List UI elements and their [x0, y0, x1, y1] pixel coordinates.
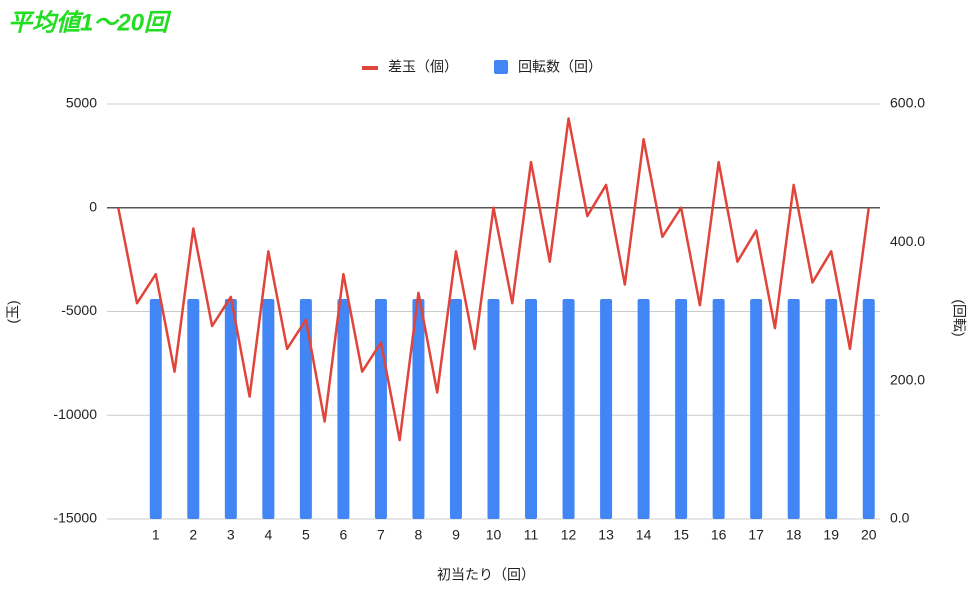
x-tick-label: 18 [786, 527, 802, 543]
x-tick-label: 10 [486, 527, 502, 543]
y2-tick-label: 400.0 [890, 233, 925, 249]
x-tick-label: 15 [673, 527, 689, 543]
x-tick-label: 9 [452, 527, 460, 543]
x-tick-label: 13 [598, 527, 614, 543]
y-axis-label: (玉) [5, 300, 21, 323]
y2-tick-label: 200.0 [890, 371, 925, 387]
bar [675, 299, 688, 519]
bar [374, 299, 387, 519]
x-axis-label: 初当たり（回） [437, 567, 535, 583]
bar [262, 299, 275, 519]
x-tick-label: 7 [377, 527, 385, 543]
bar [412, 299, 425, 519]
y2-axis-label: (回転) [951, 299, 967, 336]
bar [787, 299, 800, 519]
y-tick-label: -15000 [53, 510, 97, 526]
bar [825, 299, 838, 519]
x-tick-label: 17 [748, 527, 764, 543]
y-tick-label: 5000 [66, 95, 97, 111]
x-tick-label: 8 [415, 527, 423, 543]
bar [487, 299, 500, 519]
line [117, 117, 870, 442]
y-tick-label: 0 [89, 198, 97, 214]
x-tick-label: 1 [152, 527, 160, 543]
bar [750, 299, 763, 519]
bar [149, 299, 162, 519]
x-tick-label: 12 [561, 527, 577, 543]
x-tick-label: 19 [823, 527, 839, 543]
legend-label: 回転数（回） [518, 59, 602, 75]
y2-tick-label: 600.0 [890, 95, 925, 111]
bar [862, 299, 875, 519]
x-tick-label: 2 [189, 527, 197, 543]
y-tick-label: -5000 [61, 302, 97, 318]
legend-swatch [494, 60, 508, 74]
bar [600, 299, 613, 519]
y-tick-label: -10000 [53, 406, 97, 422]
x-tick-label: 5 [302, 527, 310, 543]
bar [187, 299, 200, 519]
bar [449, 299, 462, 519]
y2-tick-label: 0.0 [890, 510, 910, 526]
bar [224, 299, 237, 519]
bar [299, 299, 312, 519]
bar [637, 299, 650, 519]
x-tick-label: 3 [227, 527, 235, 543]
x-tick-label: 16 [711, 527, 727, 543]
bar [712, 299, 725, 519]
bar [337, 299, 350, 519]
x-tick-label: 14 [636, 527, 652, 543]
bar [562, 299, 575, 519]
x-tick-label: 4 [264, 527, 272, 543]
bar [525, 299, 538, 519]
chart-title: 平均値1〜20回 [8, 9, 172, 36]
legend-label: 差玉（個） [388, 59, 458, 75]
x-tick-label: 11 [524, 527, 539, 543]
x-tick-label: 20 [861, 527, 877, 543]
x-tick-label: 6 [340, 527, 348, 543]
legend-swatch [362, 66, 378, 70]
